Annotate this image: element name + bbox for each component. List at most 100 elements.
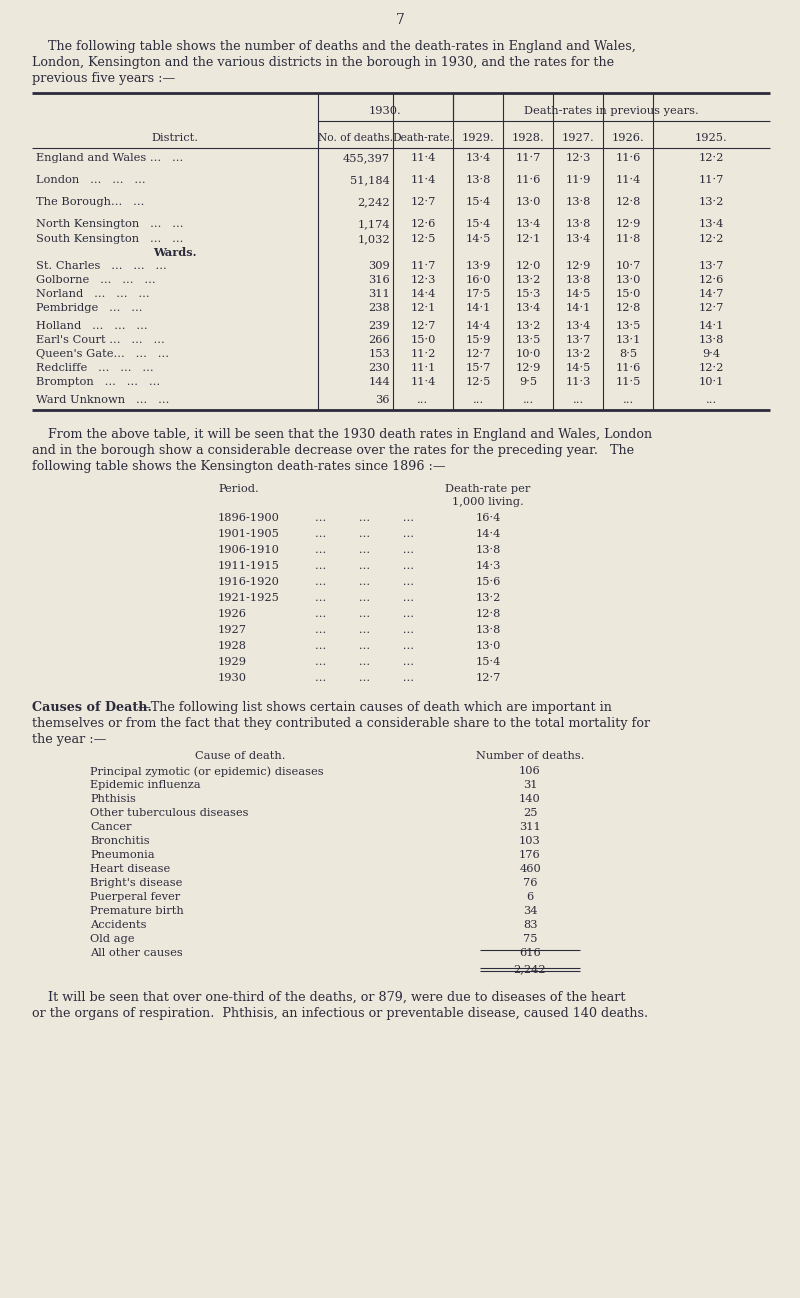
Text: 239: 239 <box>368 321 390 331</box>
Text: 83: 83 <box>522 920 538 929</box>
Text: 14·5: 14·5 <box>466 234 490 244</box>
Text: 12·3: 12·3 <box>566 153 590 164</box>
Text: London, Kensington and the various districts in the borough in 1930, and the rat: London, Kensington and the various distr… <box>32 56 614 69</box>
Text: 13·0: 13·0 <box>475 641 501 652</box>
Text: 34: 34 <box>522 906 538 916</box>
Text: 12·2: 12·2 <box>699 234 724 244</box>
Text: 16·4: 16·4 <box>475 513 501 523</box>
Text: ...         ...         ...: ... ... ... <box>315 578 414 587</box>
Text: themselves or from the fact that they contributed a considerable share to the to: themselves or from the fact that they co… <box>32 716 650 729</box>
Text: Pembridge   ...   ...: Pembridge ... ... <box>36 302 142 313</box>
Text: 176: 176 <box>519 850 541 861</box>
Text: ...         ...         ...: ... ... ... <box>315 672 414 683</box>
Text: 15·9: 15·9 <box>466 335 490 345</box>
Text: Old age: Old age <box>90 935 134 944</box>
Text: 13·2: 13·2 <box>515 275 541 286</box>
Text: 11·4: 11·4 <box>410 153 436 164</box>
Text: 1929.: 1929. <box>462 132 494 143</box>
Text: 1928: 1928 <box>218 641 247 652</box>
Text: 36: 36 <box>375 395 390 405</box>
Text: 11·7: 11·7 <box>410 261 436 271</box>
Text: 14·5: 14·5 <box>566 363 590 373</box>
Text: 12·5: 12·5 <box>466 376 490 387</box>
Text: England and Wales ...   ...: England and Wales ... ... <box>36 153 183 164</box>
Text: 12·1: 12·1 <box>515 234 541 244</box>
Text: 11·8: 11·8 <box>615 234 641 244</box>
Text: 144: 144 <box>368 376 390 387</box>
Text: 75: 75 <box>522 935 538 944</box>
Text: 11·4: 11·4 <box>410 175 436 186</box>
Text: 14·3: 14·3 <box>475 561 501 571</box>
Text: 230: 230 <box>368 363 390 373</box>
Text: 13·0: 13·0 <box>515 197 541 206</box>
Text: 2,242: 2,242 <box>514 964 546 974</box>
Text: 13·4: 13·4 <box>515 219 541 228</box>
Text: 14·7: 14·7 <box>699 289 724 299</box>
Text: 13·5: 13·5 <box>615 321 641 331</box>
Text: Redcliffe   ...   ...   ...: Redcliffe ... ... ... <box>36 363 154 373</box>
Text: 460: 460 <box>519 864 541 874</box>
Text: 13·9: 13·9 <box>466 261 490 271</box>
Text: 12·9: 12·9 <box>515 363 541 373</box>
Text: 12·8: 12·8 <box>615 302 641 313</box>
Text: 266: 266 <box>368 335 390 345</box>
Text: 14·1: 14·1 <box>466 302 490 313</box>
Text: ...: ... <box>572 395 584 405</box>
Text: 1926: 1926 <box>218 609 247 619</box>
Text: previous five years :—: previous five years :— <box>32 71 175 84</box>
Text: Bright's disease: Bright's disease <box>90 877 182 888</box>
Text: 309: 309 <box>368 261 390 271</box>
Text: 11·6: 11·6 <box>615 363 641 373</box>
Text: 153: 153 <box>368 349 390 360</box>
Text: ...         ...         ...: ... ... ... <box>315 657 414 667</box>
Text: 13·2: 13·2 <box>699 197 724 206</box>
Text: London   ...   ...   ...: London ... ... ... <box>36 175 146 186</box>
Text: 12·8: 12·8 <box>475 609 501 619</box>
Text: 12·2: 12·2 <box>699 363 724 373</box>
Text: Cause of death.: Cause of death. <box>194 752 286 761</box>
Text: 15·7: 15·7 <box>466 363 490 373</box>
Text: Accidents: Accidents <box>90 920 146 929</box>
Text: 13·8: 13·8 <box>475 626 501 635</box>
Text: 12·6: 12·6 <box>699 275 724 286</box>
Text: 14·1: 14·1 <box>699 321 724 331</box>
Text: 13·0: 13·0 <box>615 275 641 286</box>
Text: 14·4: 14·4 <box>410 289 436 299</box>
Text: Number of deaths.: Number of deaths. <box>476 752 584 761</box>
Text: 238: 238 <box>368 302 390 313</box>
Text: 1927: 1927 <box>218 626 247 635</box>
Text: 11·3: 11·3 <box>566 376 590 387</box>
Text: ...         ...         ...: ... ... ... <box>315 641 414 652</box>
Text: 15·4: 15·4 <box>466 219 490 228</box>
Text: —The following list shows certain causes of death which are important in: —The following list shows certain causes… <box>138 701 612 714</box>
Text: 11·9: 11·9 <box>566 175 590 186</box>
Text: 311: 311 <box>368 289 390 299</box>
Text: 13·8: 13·8 <box>699 335 724 345</box>
Text: 76: 76 <box>522 877 538 888</box>
Text: 12·6: 12·6 <box>410 219 436 228</box>
Text: or the organs of respiration.  Phthisis, an infectious or preventable disease, c: or the organs of respiration. Phthisis, … <box>32 1007 648 1020</box>
Text: 11·1: 11·1 <box>410 363 436 373</box>
Text: 616: 616 <box>519 948 541 958</box>
Text: 13·2: 13·2 <box>475 593 501 604</box>
Text: 9·5: 9·5 <box>519 376 537 387</box>
Text: and in the borough show a considerable decrease over the rates for the preceding: and in the borough show a considerable d… <box>32 444 634 457</box>
Text: 1911-1915: 1911-1915 <box>218 561 280 571</box>
Text: 11·6: 11·6 <box>615 153 641 164</box>
Text: 10·0: 10·0 <box>515 349 541 360</box>
Text: Norland   ...   ...   ...: Norland ... ... ... <box>36 289 150 299</box>
Text: 15·0: 15·0 <box>410 335 436 345</box>
Text: Phthisis: Phthisis <box>90 794 136 803</box>
Text: 13·8: 13·8 <box>566 197 590 206</box>
Text: ...         ...         ...: ... ... ... <box>315 530 414 539</box>
Text: 7: 7 <box>395 13 405 27</box>
Text: ...         ...         ...: ... ... ... <box>315 593 414 604</box>
Text: 11·7: 11·7 <box>515 153 541 164</box>
Text: Other tuberculous diseases: Other tuberculous diseases <box>90 807 249 818</box>
Text: 13·8: 13·8 <box>475 545 501 556</box>
Text: South Kensington   ...   ...: South Kensington ... ... <box>36 234 183 244</box>
Text: St. Charles   ...   ...   ...: St. Charles ... ... ... <box>36 261 166 271</box>
Text: ...         ...         ...: ... ... ... <box>315 561 414 571</box>
Text: 13·8: 13·8 <box>566 275 590 286</box>
Text: Queen's Gate...   ...   ...: Queen's Gate... ... ... <box>36 349 169 360</box>
